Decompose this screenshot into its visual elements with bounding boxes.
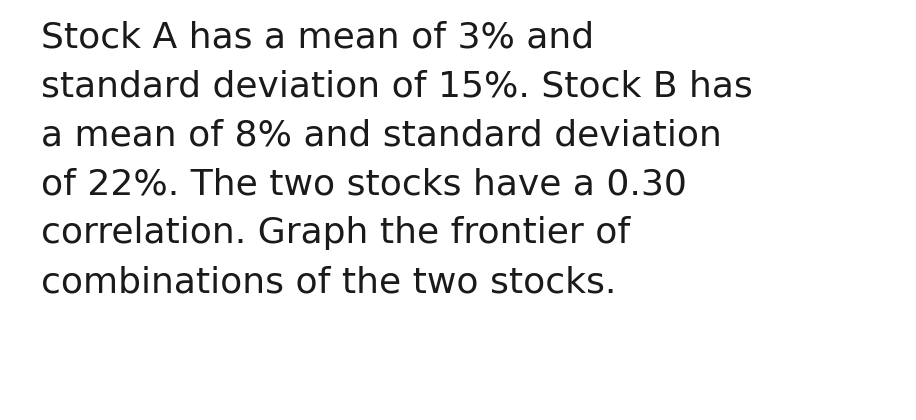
Text: Stock A has a mean of 3% and
standard deviation of 15%. Stock B has
a mean of 8%: Stock A has a mean of 3% and standard de… (41, 21, 753, 299)
